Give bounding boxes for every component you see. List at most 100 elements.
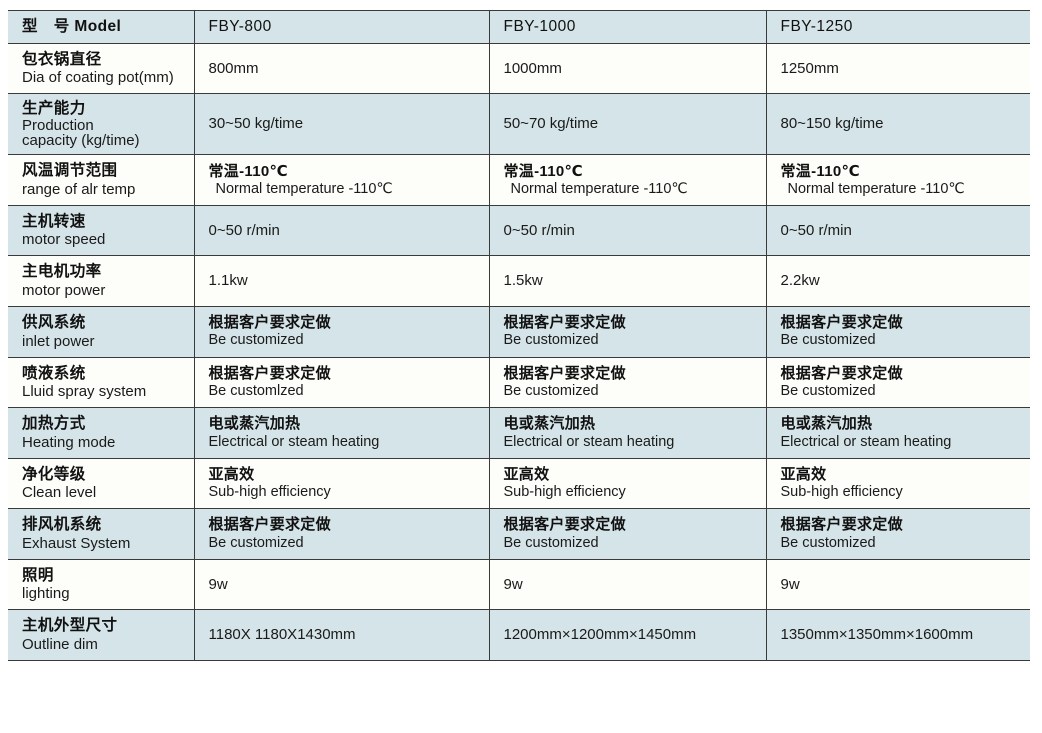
- table-row: 主电机功率 motor power 1.1kw 1.5kw 2.2kw: [8, 255, 1030, 307]
- cell-value-secondary: Be customized: [208, 332, 304, 349]
- row-label-cell: 主机外型尺寸 Outline dim: [8, 609, 194, 661]
- row-label-cell: 喷液系统 Lluid spray system: [8, 356, 194, 408]
- row-label-cn: 净化等级: [22, 465, 86, 483]
- table-row: 排风机系统 Exhaust System 根据客户要求定做 Be customized…: [8, 508, 1030, 560]
- row-label-en: inlet power: [22, 332, 95, 350]
- cell-value-primary: 电或蒸汽加热: [780, 415, 873, 433]
- cell-value-primary: 根据客户要求定做: [208, 516, 331, 534]
- cell-value-primary: 9w: [503, 575, 523, 593]
- cell-value-primary: 电或蒸汽加热: [503, 415, 596, 433]
- cell-value-primary: 常温-110℃: [208, 162, 288, 180]
- cell-value-secondary: Sub-high efficiency: [780, 484, 903, 501]
- cell-m3: 0~50 r/min: [765, 204, 1030, 256]
- table-row: 主机转速 motor speed 0~50 r/min 0~50 r/min 0~50 …: [8, 204, 1030, 256]
- cell-value-primary: 根据客户要求定做: [208, 314, 331, 332]
- cell-value-secondary: Be customlzed: [208, 383, 304, 399]
- row-label-cn: 排风机系统: [22, 516, 102, 534]
- cell-value-primary: 1.5kw: [503, 272, 543, 290]
- specification-table: 型 号 Model FBY-800 FBY-1000 FBY-1250 包衣锅直径 Dia…: [8, 10, 1030, 661]
- cell-m1: 根据客户要求定做 Be customlzed: [193, 356, 489, 408]
- row-label-cell: 供风系统 inlet power: [8, 305, 194, 357]
- cell-value-secondary: Be customized: [780, 534, 876, 551]
- cell-value-primary: 1350mm×1350mm×1600mm: [780, 626, 974, 644]
- row-label-cell: 排风机系统 Exhaust System: [8, 508, 194, 560]
- row-label-cn: 生产能力: [22, 100, 86, 118]
- cell-value-primary: 1200mm×1200mm×1450mm: [503, 626, 697, 644]
- cell-value-secondary: Electrical or steam heating: [780, 433, 952, 450]
- cell-m2: 1200mm×1200mm×1450mm: [488, 609, 766, 661]
- cell-m3: 9w: [765, 558, 1030, 610]
- cell-value-secondary: Sub-high efficiency: [503, 484, 626, 501]
- cell-m1: 1180X 1180X1430mm: [193, 609, 489, 661]
- cell-value-primary: 亚高效: [208, 465, 255, 483]
- cell-m2: 50~70 kg/time: [488, 93, 766, 155]
- cell-value-primary: 根据客户要求定做: [780, 364, 903, 382]
- cell-value-secondary: Normal temperature -110℃: [510, 180, 688, 197]
- cell-value-secondary: Electrical or steam heating: [208, 433, 380, 450]
- cell-value-primary: 50~70 kg/time: [503, 115, 599, 133]
- cell-m1: 根据客户要求定做 Be customized: [193, 508, 489, 560]
- cell-m2: 1000mm: [488, 42, 766, 94]
- table-row: 照明 lighting 9w 9w 9w: [8, 558, 1030, 610]
- table-row: 风温调节范围 range of alr temp 常温-110℃ Normal tem…: [8, 154, 1030, 206]
- cell-value-secondary: Be customized: [208, 534, 304, 551]
- cell-value-primary: 30~50 kg/time: [208, 115, 304, 133]
- cell-value-secondary: Be customized: [503, 534, 599, 551]
- cell-m2: 1.5kw: [488, 255, 766, 307]
- cell-value-primary: 1000mm: [503, 59, 562, 77]
- cell-value-primary: 常温-110℃: [503, 162, 583, 180]
- table-row: 包衣锅直径 Dia of coating pot(mm) 800mm 1000mm 12…: [8, 42, 1030, 94]
- row-label-en: Outline dim: [22, 635, 98, 653]
- cell-m1: 电或蒸汽加热 Electrical or steam heating: [193, 407, 489, 459]
- cell-m1: 9w: [193, 558, 489, 610]
- cell-m3: 常温-110℃ Normal temperature -110℃: [765, 154, 1030, 206]
- table-row: 型 号 Model FBY-800 FBY-1000 FBY-1250: [8, 10, 1030, 44]
- row-label-cn: 风温调节范围: [22, 162, 118, 180]
- row-label-cn: 喷液系统: [22, 364, 86, 382]
- cell-m3: 1350mm×1350mm×1600mm: [765, 609, 1030, 661]
- cell-value-secondary: Be customized: [503, 332, 599, 349]
- row-label-en: Production: [22, 116, 94, 134]
- row-label-en: Lluid spray system: [22, 383, 147, 401]
- cell-value-primary: 80~150 kg/time: [780, 115, 884, 133]
- cell-value-primary: 0~50 r/min: [208, 221, 280, 239]
- cell-value-secondary: Normal temperature -110℃: [215, 180, 393, 197]
- row-label-cell: 主机转速 motor speed: [8, 204, 194, 256]
- row-label-en: Heating mode: [22, 433, 116, 451]
- row-label-cn: 加热方式: [22, 415, 86, 433]
- row-label-cell: 照明 lighting: [8, 558, 194, 610]
- cell-value-primary: 800mm: [208, 59, 259, 77]
- cell-m2: 根据客户要求定做 Be customized: [488, 508, 766, 560]
- row-label-cn: 主机外型尺寸: [22, 617, 118, 635]
- cell-m2: 0~50 r/min: [488, 204, 766, 256]
- table-row: 加热方式 Heating mode 电或蒸汽加热 Electrical or stea…: [8, 407, 1030, 459]
- cell-m3: 亚高效 Sub-high efficiency: [765, 457, 1030, 509]
- cell-value-primary: 电或蒸汽加热: [208, 415, 301, 433]
- table-row: 生产能力 Production capacity (kg/time) 30~50 kg…: [8, 93, 1030, 155]
- cell-value-primary: 根据客户要求定做: [503, 314, 626, 332]
- table-row: 喷液系统 Lluid spray system 根据客户要求定做 Be customl…: [8, 356, 1030, 408]
- cell-value-primary: 9w: [208, 575, 228, 593]
- cell-m3: 80~150 kg/time: [765, 93, 1030, 155]
- cell-value-primary: 根据客户要求定做: [780, 314, 903, 332]
- row-label-cn: 主电机功率: [22, 263, 102, 281]
- cell-value-primary: 0~50 r/min: [780, 221, 852, 239]
- cell-m2: 常温-110℃ Normal temperature -110℃: [488, 154, 766, 206]
- cell-m1: 1.1kw: [193, 255, 489, 307]
- cell-value-primary: 2.2kw: [780, 272, 820, 290]
- cell-m1: 亚高效 Sub-high efficiency: [193, 457, 489, 509]
- row-label-cn: 包衣锅直径: [22, 50, 102, 68]
- cell-m2: 电或蒸汽加热 Electrical or steam heating: [488, 407, 766, 459]
- cell-value-primary: 1250mm: [780, 59, 839, 77]
- cell-value-secondary: Sub-high efficiency: [208, 484, 331, 501]
- cell-value-primary: 根据客户要求定做: [503, 364, 626, 382]
- row-label-cn: 型 号 Model: [22, 18, 122, 35]
- row-label-cell: 净化等级 Clean level: [8, 457, 194, 509]
- table-row: 净化等级 Clean level 亚高效 Sub-high efficiency 亚高效…: [8, 457, 1030, 509]
- cell-value-primary: 9w: [780, 575, 800, 593]
- cell-value-primary: 根据客户要求定做: [780, 516, 903, 534]
- row-label-cell: 风温调节范围 range of alr temp: [8, 154, 194, 206]
- row-label-cell: 加热方式 Heating mode: [8, 407, 194, 459]
- cell-value-secondary: Normal temperature -110℃: [787, 180, 965, 197]
